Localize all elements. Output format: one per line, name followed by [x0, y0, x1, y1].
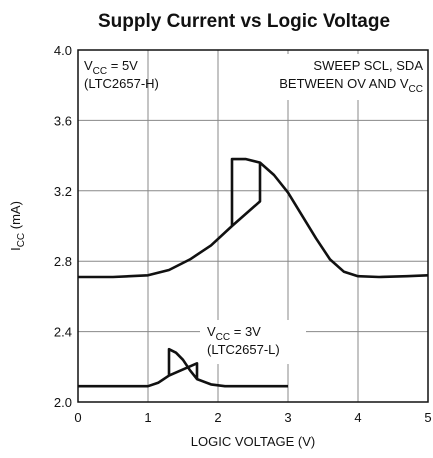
x-tick-label: 2 [214, 410, 221, 425]
text-run: BETWEEN OV AND V [279, 76, 409, 91]
data-line [78, 347, 288, 388]
text-run: = 5V [107, 58, 138, 73]
plot-frame [77, 49, 429, 403]
text-run: = 3V [230, 324, 261, 339]
text-run: I [8, 247, 23, 251]
chart-title: Supply Current vs Logic Voltage [98, 11, 390, 32]
x-tick-label: 4 [354, 410, 361, 425]
annotation: VCC = 3V [207, 324, 261, 343]
annotation-background [246, 54, 425, 100]
x-axis-label: LOGIC VOLTAGE (V) [191, 434, 315, 449]
y-axis-label: ICC (mA) [8, 201, 27, 251]
annotation: (LTC2657-H) [84, 76, 159, 91]
text-run: V [84, 58, 93, 73]
y-tick-label: 3.2 [54, 184, 72, 199]
subscript: CC [16, 233, 27, 247]
text-run: V [207, 324, 216, 339]
data-line [78, 157, 429, 279]
subscript: CC [93, 66, 107, 77]
x-tick-label: 5 [424, 410, 431, 425]
text-run: (LTC2657-L) [207, 342, 280, 357]
text-run: (mA) [8, 201, 23, 233]
x-tick-label: 0 [74, 410, 81, 425]
annotation: BETWEEN OV AND VCC [279, 76, 423, 95]
annotation-background [200, 320, 306, 364]
subscript: CC [216, 332, 230, 343]
annotation: SWEEP SCL, SDA [313, 58, 423, 73]
x-tick-label: 1 [144, 410, 151, 425]
text-run: SWEEP SCL, SDA [313, 58, 423, 73]
y-tick-label: 4.0 [54, 43, 72, 58]
subscript: CC [409, 84, 423, 95]
text-run: (LTC2657-H) [84, 76, 159, 91]
annotation-background [81, 54, 143, 100]
y-tick-label: 2.0 [54, 395, 72, 410]
x-tick-label: 3 [284, 410, 291, 425]
y-tick-label: 3.6 [54, 113, 72, 128]
y-tick-label: 2.8 [54, 254, 72, 269]
annotation: VCC = 5V [84, 58, 138, 77]
y-tick-label: 2.4 [54, 325, 72, 340]
annotation: (LTC2657-L) [207, 342, 280, 357]
